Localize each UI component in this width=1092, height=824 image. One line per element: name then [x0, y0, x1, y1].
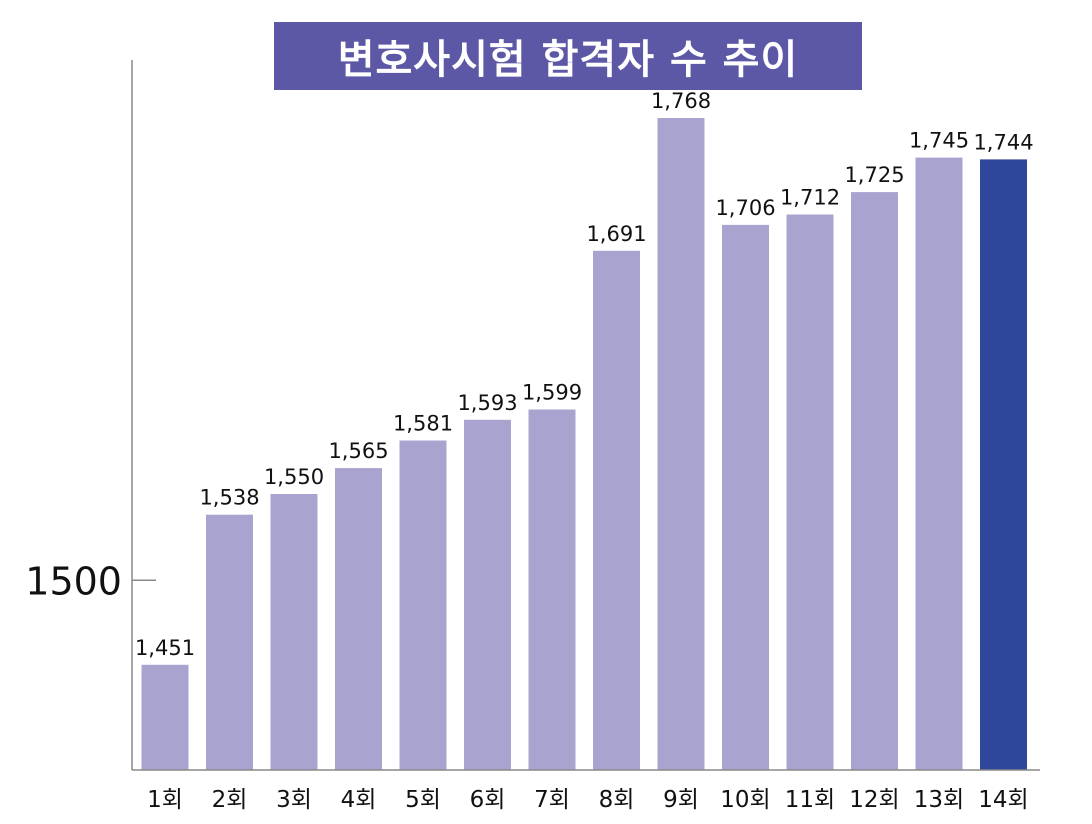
value-label-1: 1,451	[135, 636, 195, 660]
x-tick-label-6: 6회	[470, 787, 506, 813]
bar-6	[464, 419, 511, 770]
bar-4	[335, 468, 382, 770]
value-label-10: 1,706	[715, 196, 775, 220]
bar-14	[980, 159, 1027, 770]
bar-1	[141, 664, 189, 770]
x-tick-label-5: 5회	[405, 787, 441, 813]
bar-13	[915, 157, 963, 771]
x-tick-label-7: 7회	[534, 787, 570, 813]
value-label-7: 1,599	[522, 381, 582, 405]
bar-3	[270, 494, 318, 770]
y-tick-label-1500: 1500	[25, 559, 122, 603]
value-label-3: 1,550	[264, 465, 324, 489]
value-label-9: 1,768	[651, 89, 711, 113]
bar-10	[722, 224, 769, 770]
bar-8	[593, 250, 640, 771]
x-tick-label-12: 12회	[849, 787, 899, 813]
value-label-6: 1,593	[457, 391, 517, 415]
chart-title-banner: 변호사시험 합격자 수 추이	[274, 22, 862, 90]
x-tick-label-3: 3회	[276, 787, 312, 813]
x-tick-label-14: 14회	[978, 787, 1028, 813]
value-label-5: 1,581	[393, 412, 453, 436]
bar-11	[786, 214, 834, 770]
bar-5	[399, 440, 447, 770]
chart-title: 변호사시험 합격자 수 추이	[337, 37, 799, 83]
value-label-4: 1,565	[328, 439, 388, 463]
bar-2	[206, 514, 253, 770]
x-tick-label-11: 11회	[785, 787, 835, 813]
bar-7	[528, 409, 576, 770]
x-tick-label-9: 9회	[663, 787, 699, 813]
x-tick-label-13: 13회	[914, 787, 964, 813]
value-label-12: 1,725	[844, 163, 904, 187]
value-label-11: 1,712	[780, 186, 840, 210]
value-label-2: 1,538	[199, 486, 259, 510]
bar-12	[851, 192, 898, 771]
value-label-14: 1,744	[973, 130, 1033, 154]
x-tick-label-8: 8회	[599, 787, 635, 813]
x-tick-label-4: 4회	[341, 787, 377, 813]
x-tick-label-1: 1회	[147, 787, 183, 813]
bar-9	[657, 118, 705, 770]
value-label-8: 1,691	[586, 222, 646, 246]
x-tick-label-10: 10회	[720, 787, 770, 813]
value-label-13: 1,745	[909, 129, 969, 153]
x-tick-label-2: 2회	[212, 787, 248, 813]
